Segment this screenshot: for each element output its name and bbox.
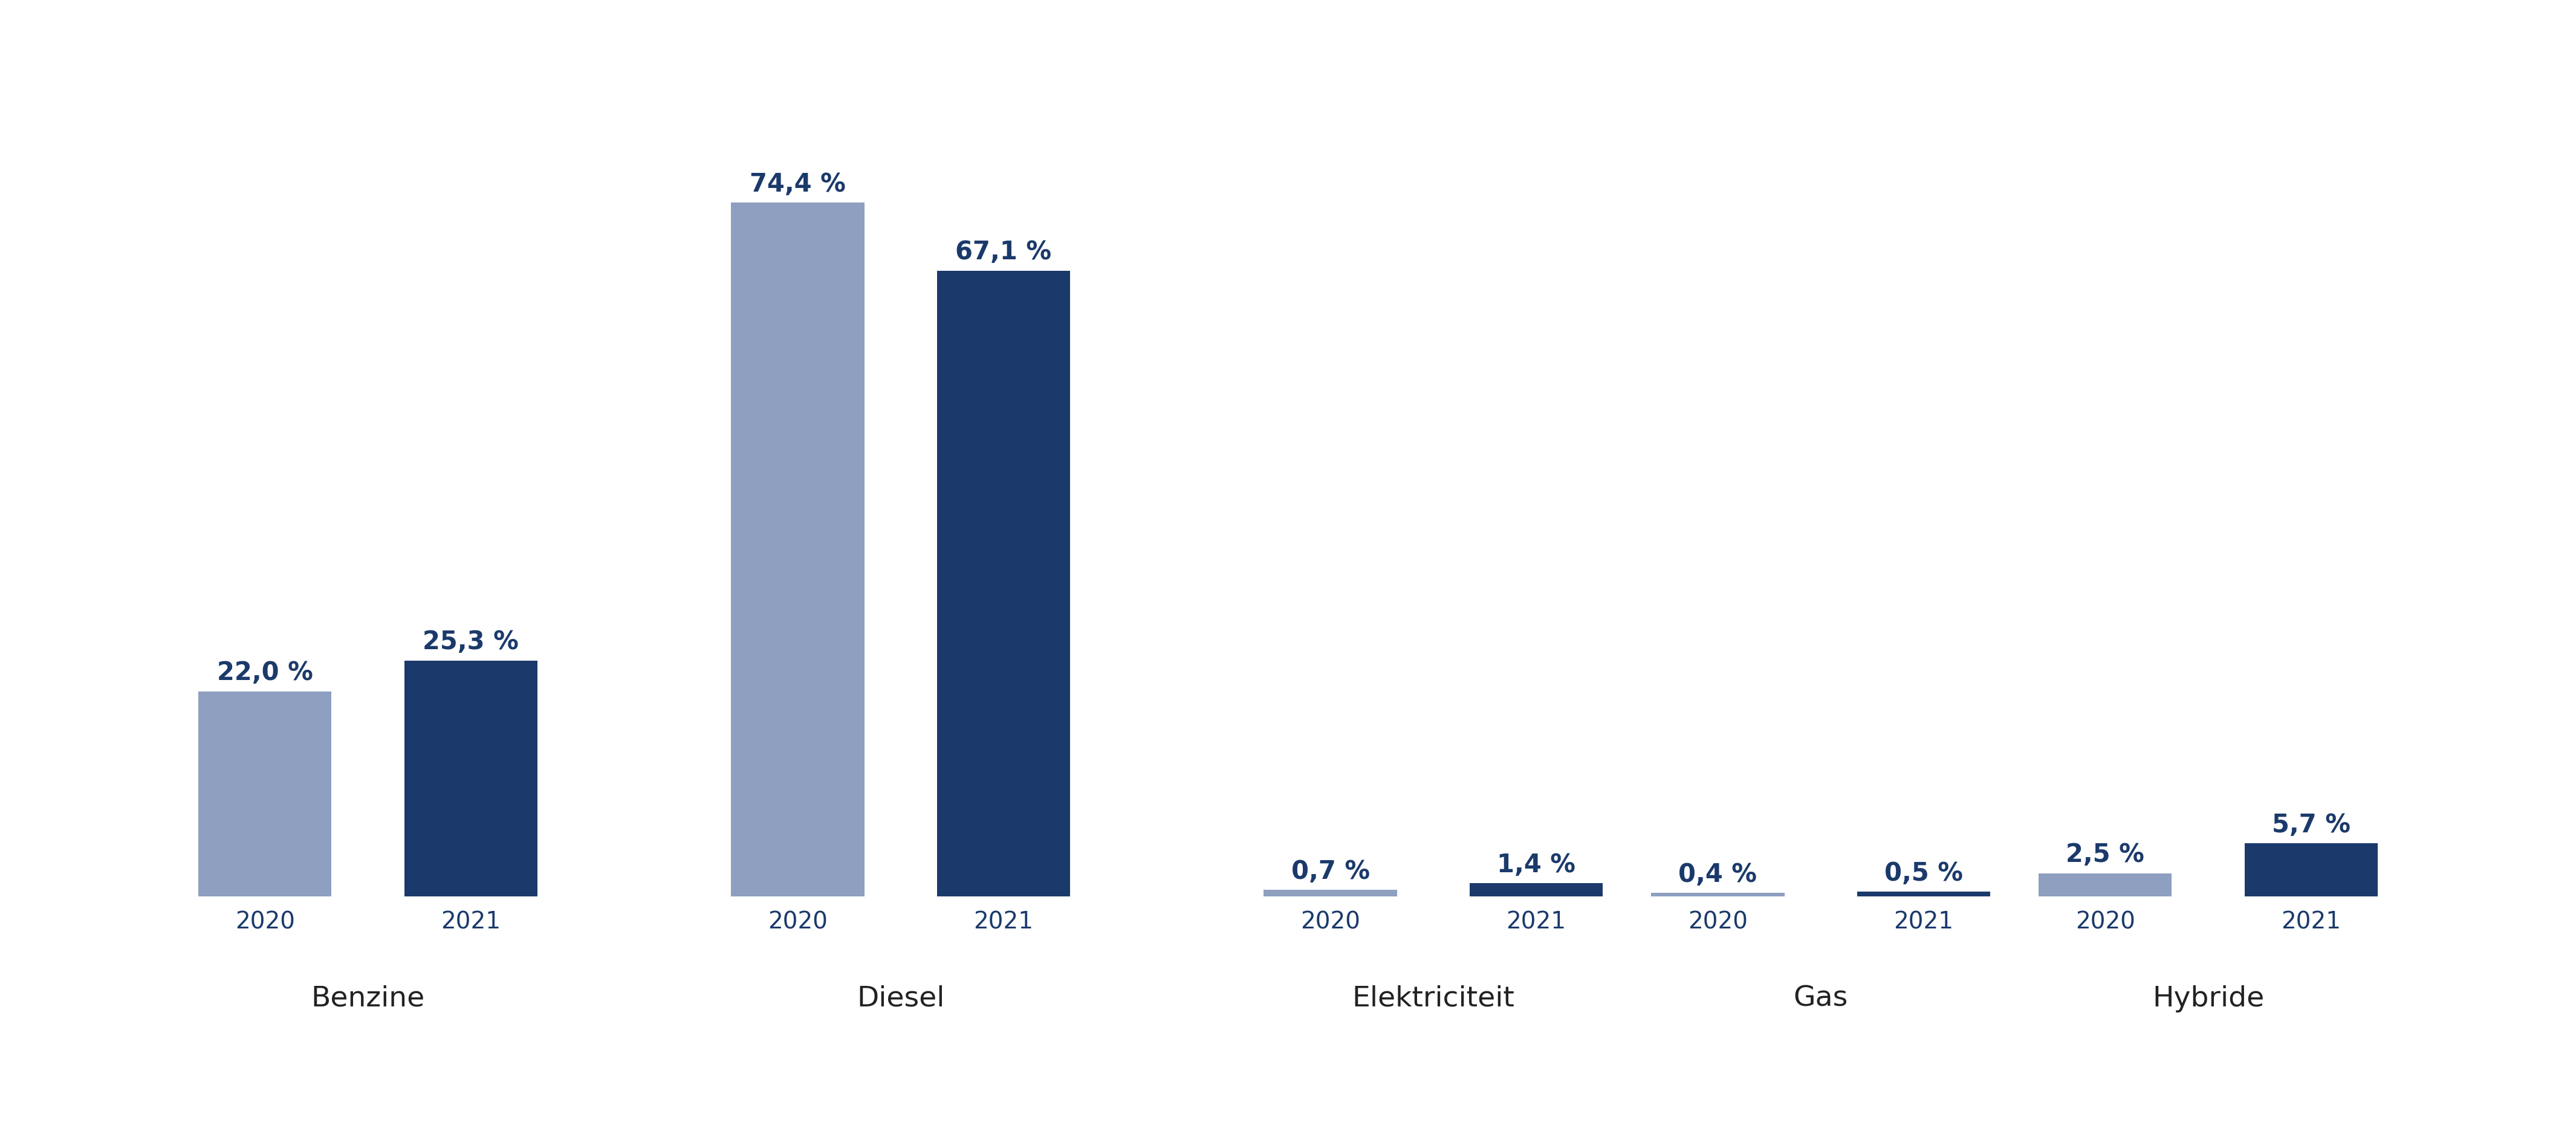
Text: 22,0 %: 22,0 % xyxy=(216,660,312,685)
Text: 5,7 %: 5,7 % xyxy=(2272,813,2349,838)
Text: 2021: 2021 xyxy=(1893,911,1953,934)
Text: 74,4 %: 74,4 % xyxy=(750,171,845,197)
Text: 2021: 2021 xyxy=(440,911,500,934)
Text: 1,4 %: 1,4 % xyxy=(1497,853,1577,878)
Text: 67,1 %: 67,1 % xyxy=(956,239,1051,264)
Text: 2020: 2020 xyxy=(1301,911,1360,934)
Bar xyxy=(2244,844,2378,896)
Bar xyxy=(938,270,1069,896)
Text: 2020: 2020 xyxy=(234,911,294,934)
Text: Diesel: Diesel xyxy=(858,985,945,1012)
Text: 2021: 2021 xyxy=(974,911,1033,934)
Bar xyxy=(2038,873,2172,896)
Bar xyxy=(404,660,538,896)
Text: 2020: 2020 xyxy=(2076,911,2136,934)
Text: 25,3 %: 25,3 % xyxy=(422,629,518,654)
Text: 2020: 2020 xyxy=(768,911,827,934)
Bar xyxy=(1857,891,1991,896)
Bar xyxy=(1265,890,1396,896)
Text: 0,4 %: 0,4 % xyxy=(1680,862,1757,887)
Text: 0,7 %: 0,7 % xyxy=(1291,858,1370,885)
Bar xyxy=(198,691,332,896)
Text: 2021: 2021 xyxy=(2282,911,2342,934)
Text: 2020: 2020 xyxy=(1687,911,1747,934)
Bar xyxy=(1471,884,1602,896)
Bar xyxy=(732,203,866,896)
Bar xyxy=(1651,893,1785,896)
Text: Elektriciteit: Elektriciteit xyxy=(1352,985,1515,1012)
Text: 2021: 2021 xyxy=(1507,911,1566,934)
Text: Gas: Gas xyxy=(1793,985,1847,1012)
Text: 0,5 %: 0,5 % xyxy=(1883,861,1963,886)
Text: 2,5 %: 2,5 % xyxy=(2066,842,2143,868)
Text: Benzine: Benzine xyxy=(312,985,425,1012)
Text: Hybride: Hybride xyxy=(2151,985,2264,1012)
